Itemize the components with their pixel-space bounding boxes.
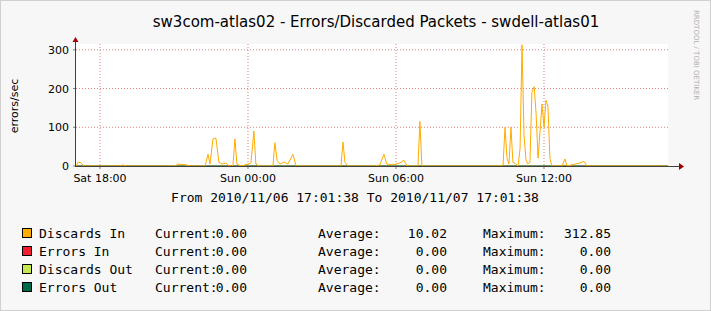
legend-label: Errors Out — [39, 280, 117, 295]
legend-swatch — [23, 247, 32, 256]
y-tick-label: 0 — [62, 160, 69, 173]
y-axis-arrow — [73, 37, 79, 42]
stat-value: 0.00 — [216, 262, 247, 277]
stat-value: 0.00 — [580, 280, 611, 295]
stat-value: 10.02 — [408, 226, 447, 241]
y-tick-label: 300 — [48, 44, 69, 57]
y-axis — [75, 40, 76, 166]
stat-value: 0.00 — [216, 244, 247, 259]
chart: sw3com-atlas02 - Errors/Discarded Packet… — [0, 0, 711, 311]
grid-line — [76, 88, 668, 89]
series-group — [76, 45, 668, 166]
stat-value: 0.00 — [416, 280, 447, 295]
stat-label: Maximum: — [483, 226, 546, 241]
stat-label: Current: — [155, 280, 218, 295]
x-tick-label: Sat 18:00 — [73, 172, 126, 185]
stat-label: Average: — [318, 244, 381, 259]
stat-label: Maximum: — [483, 244, 546, 259]
subtitle: From 2010/11/06 17:01:38 To 2010/11/07 1… — [171, 190, 539, 205]
watermark: RRDTOOL / TOBI OETIKER — [692, 10, 700, 100]
grid-line — [76, 127, 668, 128]
x-axis — [75, 166, 680, 167]
legend-label: Discards Out — [39, 262, 133, 277]
y-label: errors/sec — [8, 79, 21, 134]
x-tick-label: Sun 00:00 — [220, 172, 276, 185]
x-tick-label: Sun 12:00 — [516, 172, 572, 185]
stat-label: Average: — [318, 226, 381, 241]
title: sw3com-atlas02 - Errors/Discarded Packet… — [153, 13, 599, 31]
x-tick-label: Sun 06:00 — [368, 172, 424, 185]
grid-line — [395, 44, 396, 166]
grid-line — [543, 44, 544, 166]
stat-label: Current: — [155, 226, 218, 241]
legend-swatch — [23, 265, 32, 274]
stat-value: 0.00 — [416, 262, 447, 277]
stat-label: Average: — [318, 280, 381, 295]
background — [1, 1, 711, 311]
stat-value: 0.00 — [216, 280, 247, 295]
stat-value: 0.00 — [416, 244, 447, 259]
legend-swatch — [23, 283, 32, 292]
stat-value: 0.00 — [580, 244, 611, 259]
grid-line — [247, 44, 248, 166]
grid-line — [99, 44, 100, 166]
stat-label: Current: — [155, 262, 218, 277]
stat-label: Maximum: — [483, 262, 546, 277]
plot-area — [76, 44, 668, 166]
stat-value: 0.00 — [216, 226, 247, 241]
y-tick-label: 200 — [48, 83, 69, 96]
legend-swatch — [23, 229, 32, 238]
legend-label: Discards In — [39, 226, 125, 241]
stat-label: Maximum: — [483, 280, 546, 295]
x-axis-arrow — [679, 163, 684, 170]
y-tick-label: 100 — [48, 121, 69, 134]
legend-label: Errors In — [39, 244, 109, 259]
series-line — [76, 45, 668, 166]
stat-value: 0.00 — [580, 262, 611, 277]
grid-line — [76, 49, 668, 50]
stat-label: Current: — [155, 244, 218, 259]
stat-value: 312.85 — [564, 226, 611, 241]
stat-label: Average: — [318, 262, 381, 277]
